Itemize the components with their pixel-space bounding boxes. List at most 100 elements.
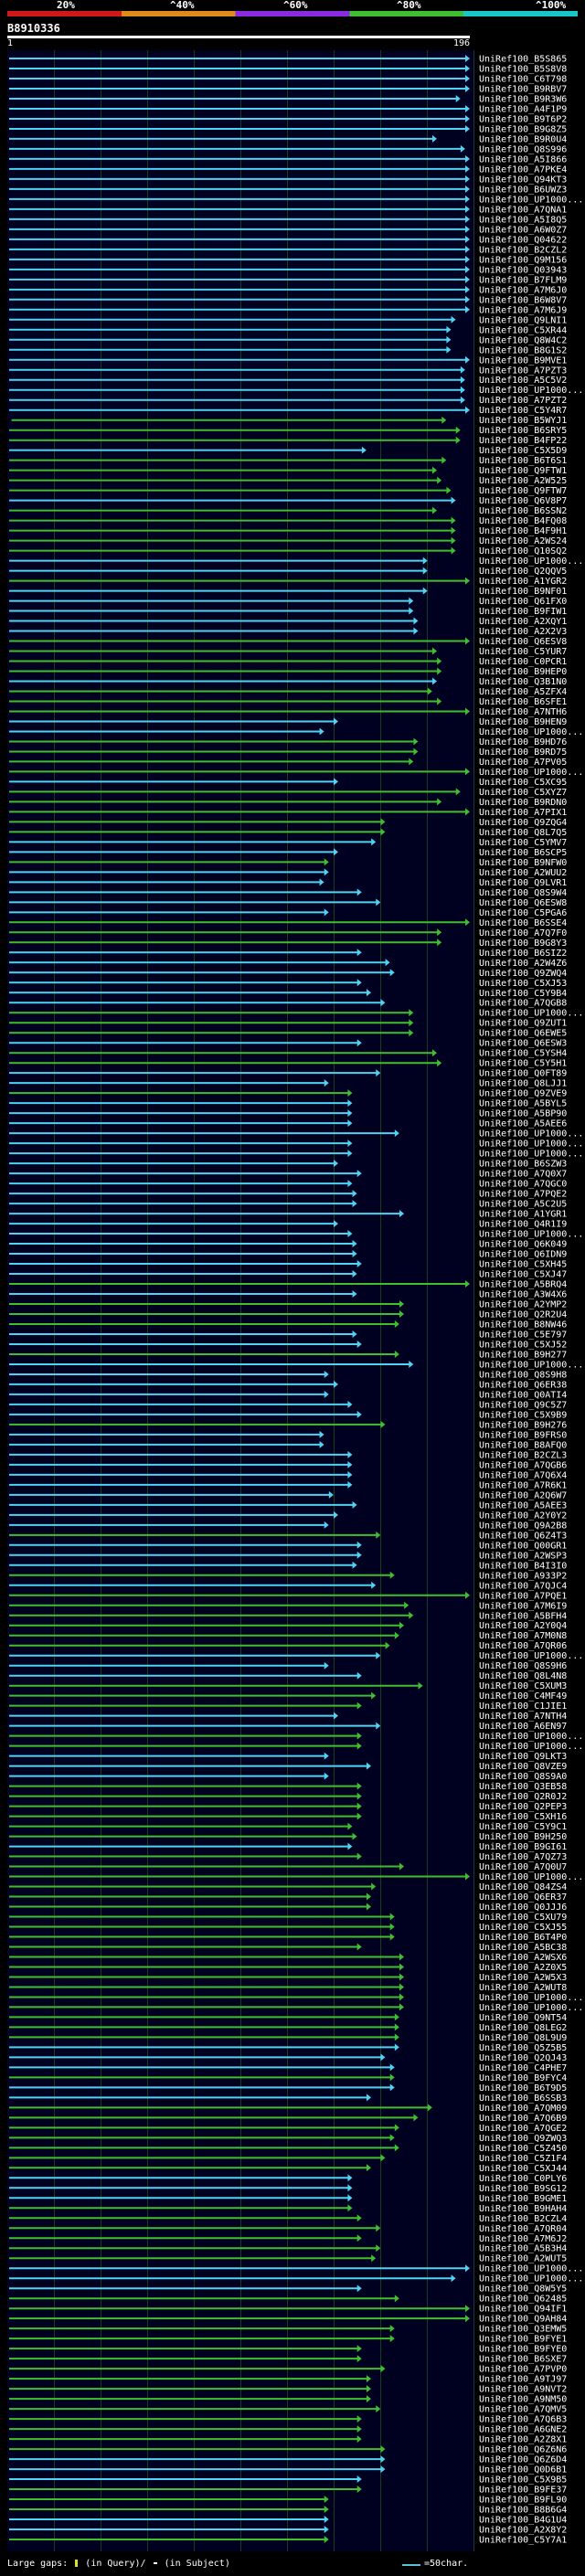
hit-label[interactable]: UniRef100_Q6ER38 [479,1380,567,1390]
hit-label[interactable]: UniRef100_Q00GR1 [479,1541,567,1551]
hit-label[interactable]: UniRef100_UP1000... [479,1732,583,1742]
hit-label[interactable]: UniRef100_C5XJ52 [479,1340,567,1350]
hit-label[interactable]: UniRef100_A5AEE6 [479,1119,567,1129]
hit-row[interactable]: UniRef100_Q6IDN9 [9,1250,567,1260]
hit-row[interactable]: UniRef100_B9FYE1 [9,2335,567,2345]
hit-label[interactable]: UniRef100_UP1000... [479,1360,583,1370]
hit-row[interactable]: UniRef100_A2W4Z6 [9,959,567,969]
hit-row[interactable]: UniRef100_A2Y0Q4 [9,1621,567,1631]
hit-label[interactable]: UniRef100_B6W8V7 [479,295,567,305]
hit-label[interactable]: UniRef100_C0PCR1 [479,657,567,667]
hit-label[interactable]: UniRef100_B6T9D5 [479,2083,567,2094]
hit-row[interactable]: UniRef100_Q9NT54 [9,2013,567,2023]
hit-row[interactable]: UniRef100_A7Q7F0 [9,928,567,938]
hit-row[interactable]: UniRef100_A5AEE6 [9,1119,567,1129]
hit-label[interactable]: UniRef100_UP1000... [479,1129,583,1140]
hit-label[interactable]: UniRef100_B5S8V8 [479,64,567,74]
hit-label[interactable]: UniRef100_A9NVT2 [479,2385,567,2395]
hit-row[interactable]: UniRef100_B6W8V7 [9,295,567,305]
hit-label[interactable]: UniRef100_B6SRY5 [479,426,567,436]
hit-label[interactable]: UniRef100_Q3EB58 [479,1782,567,1792]
hit-row[interactable]: UniRef100_B9NF01 [9,587,567,597]
hit-row[interactable]: UniRef100_B5S865 [9,55,567,65]
hit-row[interactable]: UniRef100_Q8LEG2 [9,2023,567,2033]
hit-label[interactable]: UniRef100_Q6Z4T3 [479,1531,567,1541]
hit-label[interactable]: UniRef100_A7PQE1 [479,1591,567,1601]
hit-label[interactable]: UniRef100_A2WUT5 [479,2254,567,2264]
hit-label[interactable]: UniRef100_Q9NT54 [479,2013,567,2023]
hit-row[interactable]: UniRef100_UP1000... [9,1732,583,1742]
hit-label[interactable]: UniRef100_Q8L4N8 [479,1671,567,1681]
hit-row[interactable]: UniRef100_UP1000... [9,1360,583,1370]
hit-label[interactable]: UniRef100_B5WYJ1 [479,416,567,426]
hit-row[interactable]: UniRef100_B9HEN9 [9,717,567,727]
hit-row[interactable]: UniRef100_A7M6J9 [9,305,567,315]
hit-label[interactable]: UniRef100_A7QJC4 [479,1581,567,1591]
hit-row[interactable]: UniRef100_Q9LNI1 [9,315,567,325]
hit-label[interactable]: UniRef100_A7M6J0 [479,285,567,295]
hit-row[interactable]: UniRef100_C5XUM3 [9,1681,567,1691]
hit-row[interactable]: UniRef100_A7PZT3 [9,366,567,376]
hit-label[interactable]: UniRef100_Q6K049 [479,1240,567,1250]
hit-label[interactable]: UniRef100_C5XH45 [479,1260,567,1270]
hit-row[interactable]: UniRef100_B4G1U4 [9,2516,567,2526]
hit-row[interactable]: UniRef100_Q6Z4T3 [9,1531,567,1541]
hit-label[interactable]: UniRef100_C5Y7A1 [479,2536,567,2546]
hit-row[interactable]: UniRef100_C1JIE1 [9,1701,567,1712]
hit-label[interactable]: UniRef100_Q04622 [479,235,567,245]
hit-row[interactable]: UniRef100_UP1000... [9,1993,583,2003]
hit-row[interactable]: UniRef100_A2X8Y2 [9,2526,567,2536]
hit-row[interactable]: UniRef100_Q9ZVE9 [9,1089,567,1099]
hit-label[interactable]: UniRef100_C5XR44 [479,325,567,335]
hit-label[interactable]: UniRef100_Q03943 [479,265,567,275]
hit-label[interactable]: UniRef100_B4FP22 [479,436,567,446]
hit-label[interactable]: UniRef100_B9FYE1 [479,2335,567,2345]
hit-label[interactable]: UniRef100_Q9M156 [479,255,567,265]
hit-label[interactable]: UniRef100_B9NFW0 [479,858,567,868]
hit-label[interactable]: UniRef100_A7Q0X7 [479,1170,567,1180]
hit-label[interactable]: UniRef100_A5I866 [479,154,567,164]
hit-label[interactable]: UniRef100_A9TJ97 [479,2375,567,2385]
hit-row[interactable]: UniRef100_A2W5X3 [9,1973,567,1983]
hit-label[interactable]: UniRef100_B8AFQ0 [479,1440,567,1450]
hit-row[interactable]: UniRef100_B7FLM9 [9,275,567,285]
hit-label[interactable]: UniRef100_C1JIE1 [479,1701,567,1712]
hit-row[interactable]: UniRef100_Q61FX0 [9,597,567,607]
hit-row[interactable]: UniRef100_A7M0N8 [9,1631,567,1641]
hit-label[interactable]: UniRef100_B9SG12 [479,2184,567,2194]
hit-row[interactable]: UniRef100_A1YGR1 [9,1210,567,1220]
hit-label[interactable]: UniRef100_C4PHE7 [479,2063,567,2073]
hit-label[interactable]: UniRef100_Q10SQ2 [479,546,567,557]
hit-label[interactable]: UniRef100_C5XJ55 [479,1923,567,1933]
hit-label[interactable]: UniRef100_C5XJ53 [479,979,567,989]
hit-row[interactable]: UniRef100_Q6V8P7 [9,496,567,506]
hit-label[interactable]: UniRef100_B4F9H1 [479,526,567,536]
hit-row[interactable]: UniRef100_UP1000... [9,1872,583,1882]
hit-label[interactable]: UniRef100_B9H276 [479,1420,567,1430]
hit-row[interactable]: UniRef100_B9GI61 [9,1842,567,1852]
hit-label[interactable]: UniRef100_C5XYZ7 [479,788,567,798]
hit-row[interactable]: UniRef100_A6GNE2 [9,2425,567,2435]
hit-row[interactable]: UniRef100_B9G8Z5 [9,124,567,134]
hit-label[interactable]: UniRef100_C5Y5H1 [479,1059,567,1069]
hit-label[interactable]: UniRef100_A2WSX6 [479,1953,567,1963]
hit-row[interactable]: UniRef100_Q9FTW1 [9,466,567,476]
hit-label[interactable]: UniRef100_Q0D6B1 [479,2465,567,2475]
hit-label[interactable]: UniRef100_B9MVE1 [479,355,567,366]
hit-row[interactable]: UniRef100_Q8L4N8 [9,1671,567,1681]
hit-row[interactable]: UniRef100_B6SRY5 [9,426,567,436]
hit-label[interactable]: UniRef100_Q8S996 [479,144,567,154]
hit-label[interactable]: UniRef100_A7QR04 [479,2224,567,2234]
hit-label[interactable]: UniRef100_A5ZFX4 [479,687,567,697]
hit-row[interactable]: UniRef100_C5X9B9 [9,1410,567,1420]
hit-label[interactable]: UniRef100_A2W5X3 [479,1973,567,1983]
hit-label[interactable]: UniRef100_C5Y4R7 [479,406,567,416]
hit-row[interactable]: UniRef100_B9FYE0 [9,2345,567,2355]
hit-row[interactable]: UniRef100_C5Y9C1 [9,1822,567,1832]
hit-label[interactable]: UniRef100_B9GME1 [479,2194,567,2204]
hit-row[interactable]: UniRef100_A7M6J0 [9,285,567,295]
hit-row[interactable]: UniRef100_A7QGB6 [9,1460,567,1470]
hit-row[interactable]: UniRef100_C5XC95 [9,778,567,788]
hit-row[interactable]: UniRef100_Q8VZE9 [9,1762,567,1772]
hit-row[interactable]: UniRef100_B6T6S1 [9,456,567,466]
